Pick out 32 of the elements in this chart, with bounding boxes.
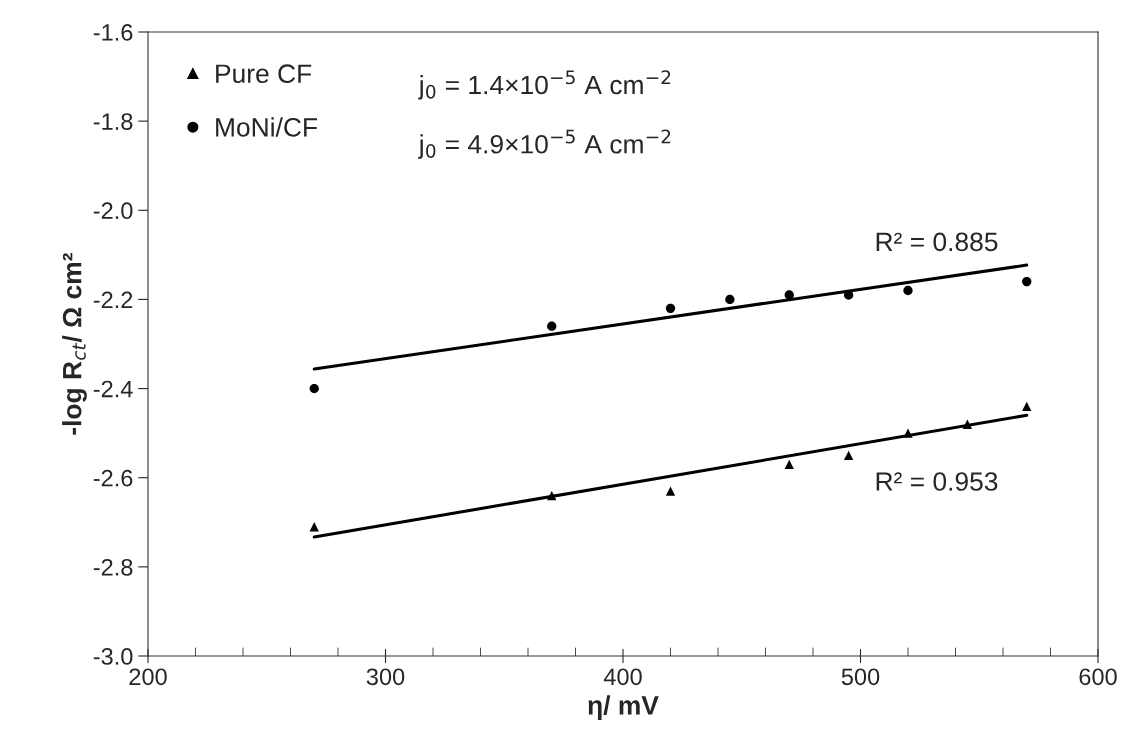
- point: [843, 450, 854, 461]
- point: [725, 294, 735, 305]
- point: [903, 285, 913, 296]
- point: [547, 321, 557, 331]
- point: [665, 303, 676, 313]
- x-tick-label: 400: [603, 668, 642, 686]
- x-axis-title: η/ mV: [588, 695, 659, 720]
- y-axis-title: -log R$_{ct}$/ Ω cm²: [62, 253, 87, 435]
- legend-label: Pure CF: [216, 64, 312, 84]
- annotation: R² = 0.885: [876, 232, 998, 252]
- y-tick-label: -3.0: [93, 648, 133, 665]
- y-tick-label: -2.2: [93, 291, 133, 308]
- x-tick-label: 600: [1079, 668, 1117, 686]
- y-tick-label: -2.0: [93, 202, 133, 220]
- point: [784, 290, 794, 300]
- point: [1022, 276, 1032, 287]
- y-tick-label: -2.4: [93, 380, 133, 398]
- y-tick-label: -1.6: [93, 24, 133, 41]
- y-tick-label: -2.6: [93, 469, 133, 487]
- y-tick-label: -2.8: [93, 558, 133, 576]
- x-tick-label: 300: [366, 668, 405, 686]
- x-tick-label: 200: [129, 668, 167, 686]
- point: [665, 486, 676, 496]
- x-tick-label: 500: [841, 668, 880, 686]
- point: [784, 459, 794, 469]
- annotation: R² = 0.953: [876, 472, 998, 491]
- point: [309, 383, 319, 394]
- annotation: j$_{0}$ = 1.4×10$^{−5}$ A cm$^{−2}$: [418, 70, 671, 100]
- y-tick-label: -1.8: [93, 113, 133, 130]
- annotation: j$_{0}$ = 4.9×10$^{−5}$ A cm$^{−2}$: [418, 129, 671, 159]
- legend-label: MoNi/CF: [216, 117, 317, 137]
- point: [1022, 401, 1032, 412]
